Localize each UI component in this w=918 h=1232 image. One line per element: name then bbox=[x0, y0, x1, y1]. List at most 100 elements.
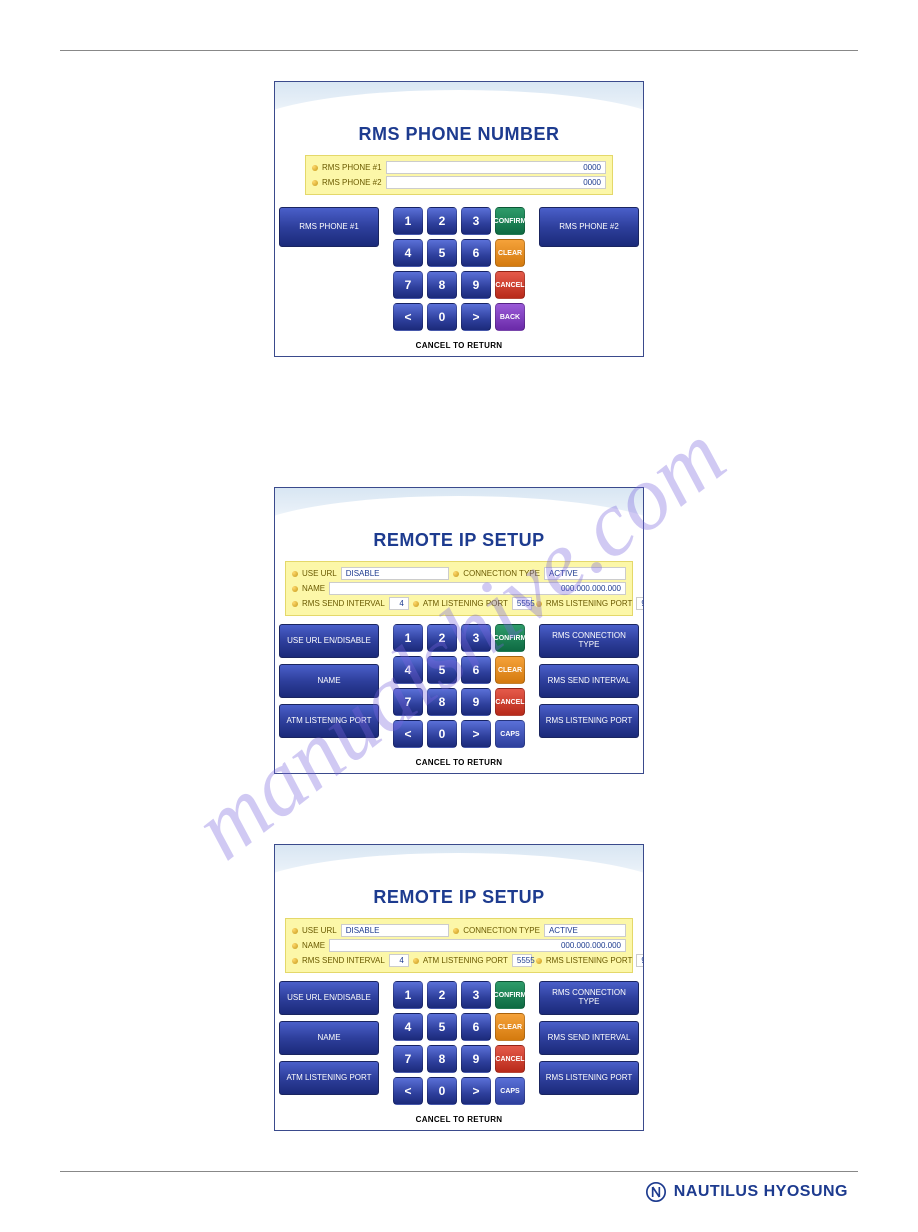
key-confirm[interactable]: CONFIRM bbox=[495, 624, 525, 652]
conn-type-value[interactable]: ACTIVE bbox=[544, 924, 626, 937]
key-6[interactable]: 6 bbox=[461, 656, 491, 684]
key-6[interactable]: 6 bbox=[461, 239, 491, 267]
spacer bbox=[60, 397, 858, 487]
cancel-to-return-text: CANCEL TO RETURN bbox=[275, 1111, 643, 1130]
phone2-value[interactable]: 0000 bbox=[386, 176, 606, 189]
rms-send-value[interactable]: 4 bbox=[389, 954, 409, 967]
brand-name: NAUTILUS HYOSUNG bbox=[674, 1183, 848, 1201]
key-4[interactable]: 4 bbox=[393, 1013, 423, 1041]
key-2[interactable]: 2 bbox=[427, 624, 457, 652]
rms-listening-port-button[interactable]: RMS LISTENING PORT bbox=[539, 704, 639, 738]
key-7[interactable]: 7 bbox=[393, 688, 423, 716]
key-1[interactable]: 1 bbox=[393, 207, 423, 235]
key-2[interactable]: 2 bbox=[427, 981, 457, 1009]
key-6[interactable]: 6 bbox=[461, 1013, 491, 1041]
key-lt[interactable]: < bbox=[393, 1077, 423, 1105]
key-caps[interactable]: CAPS bbox=[495, 720, 525, 748]
key-5[interactable]: 5 bbox=[427, 1013, 457, 1041]
name-value[interactable]: 000.000.000.000 bbox=[329, 582, 626, 595]
document-page: manualshive.com RMS PHONE NUMBER RMS PHO… bbox=[0, 0, 918, 1232]
use-url-value[interactable]: DISABLE bbox=[341, 567, 450, 580]
rms-send-interval-button[interactable]: RMS SEND INTERVAL bbox=[539, 664, 639, 698]
name-button[interactable]: NAME bbox=[279, 1021, 379, 1055]
key-1[interactable]: 1 bbox=[393, 981, 423, 1009]
rms-connection-type-button[interactable]: RMS CONNECTION TYPE bbox=[539, 624, 639, 658]
key-9[interactable]: 9 bbox=[461, 1045, 491, 1073]
use-url-toggle-button[interactable]: USE URL EN/DISABLE bbox=[279, 981, 379, 1015]
key-cancel[interactable]: CANCEL bbox=[495, 271, 525, 299]
rms-send-interval-button[interactable]: RMS SEND INTERVAL bbox=[539, 1021, 639, 1055]
key-4[interactable]: 4 bbox=[393, 239, 423, 267]
panel-header-swoosh bbox=[275, 82, 643, 120]
key-caps[interactable]: CAPS bbox=[495, 1077, 525, 1105]
key-7[interactable]: 7 bbox=[393, 1045, 423, 1073]
key-8[interactable]: 8 bbox=[427, 1045, 457, 1073]
key-3[interactable]: 3 bbox=[461, 207, 491, 235]
key-clear[interactable]: CLEAR bbox=[495, 656, 525, 684]
rms-port-value[interactable]: 9999 bbox=[636, 954, 644, 967]
phone-field-block: RMS PHONE #1 0000 RMS PHONE #2 0000 bbox=[305, 155, 613, 195]
atm-listening-port-button[interactable]: ATM LISTENING PORT bbox=[279, 1061, 379, 1095]
right-button-col: RMS CONNECTION TYPE RMS SEND INTERVAL RM… bbox=[539, 624, 639, 738]
key-back[interactable]: BACK bbox=[495, 303, 525, 331]
conn-type-value[interactable]: ACTIVE bbox=[544, 567, 626, 580]
rms-phone-panel: RMS PHONE NUMBER RMS PHONE #1 0000 RMS P… bbox=[274, 81, 644, 357]
key-0[interactable]: 0 bbox=[427, 720, 457, 748]
bullet-icon bbox=[292, 928, 298, 934]
rms-port-value[interactable]: 9999 bbox=[636, 597, 644, 610]
name-button[interactable]: NAME bbox=[279, 664, 379, 698]
key-gt[interactable]: > bbox=[461, 1077, 491, 1105]
key-clear[interactable]: CLEAR bbox=[495, 1013, 525, 1041]
key-lt[interactable]: < bbox=[393, 720, 423, 748]
atm-port-value[interactable]: 5555 bbox=[512, 954, 532, 967]
panel-header-swoosh bbox=[275, 488, 643, 526]
rms-connection-type-button[interactable]: RMS CONNECTION TYPE bbox=[539, 981, 639, 1015]
atm-port-value[interactable]: 5555 bbox=[512, 597, 532, 610]
key-gt[interactable]: > bbox=[461, 720, 491, 748]
ip-field-block: USE URL DISABLE CONNECTION TYPE ACTIVE N… bbox=[285, 561, 633, 616]
bullet-icon bbox=[536, 958, 542, 964]
atm-listening-port-button[interactable]: ATM LISTENING PORT bbox=[279, 704, 379, 738]
key-5[interactable]: 5 bbox=[427, 656, 457, 684]
phone2-label: RMS PHONE #2 bbox=[322, 178, 382, 187]
key-8[interactable]: 8 bbox=[427, 688, 457, 716]
atm-port-label: ATM LISTENING PORT bbox=[423, 956, 508, 965]
key-2[interactable]: 2 bbox=[427, 207, 457, 235]
bottom-rule bbox=[60, 1171, 858, 1172]
rms-phone2-button[interactable]: RMS PHONE #2 bbox=[539, 207, 639, 247]
bullet-icon bbox=[292, 571, 298, 577]
panel-title: RMS PHONE NUMBER bbox=[275, 124, 643, 145]
key-lt[interactable]: < bbox=[393, 303, 423, 331]
key-cancel[interactable]: CANCEL bbox=[495, 688, 525, 716]
key-1[interactable]: 1 bbox=[393, 624, 423, 652]
bullet-icon bbox=[413, 601, 419, 607]
rms-listening-port-button[interactable]: RMS LISTENING PORT bbox=[539, 1061, 639, 1095]
use-url-value[interactable]: DISABLE bbox=[341, 924, 450, 937]
key-confirm[interactable]: CONFIRM bbox=[495, 207, 525, 235]
key-0[interactable]: 0 bbox=[427, 1077, 457, 1105]
key-4[interactable]: 4 bbox=[393, 656, 423, 684]
key-3[interactable]: 3 bbox=[461, 981, 491, 1009]
field-row: USE URL DISABLE CONNECTION TYPE ACTIVE bbox=[292, 923, 626, 938]
remote-ip-panel-1: REMOTE IP SETUP USE URL DISABLE CONNECTI… bbox=[274, 487, 644, 774]
spacer bbox=[60, 814, 858, 844]
use-url-label: USE URL bbox=[302, 569, 337, 578]
key-5[interactable]: 5 bbox=[427, 239, 457, 267]
rms-phone1-button[interactable]: RMS PHONE #1 bbox=[279, 207, 379, 247]
rms-send-value[interactable]: 4 bbox=[389, 597, 409, 610]
use-url-toggle-button[interactable]: USE URL EN/DISABLE bbox=[279, 624, 379, 658]
key-9[interactable]: 9 bbox=[461, 688, 491, 716]
key-cancel[interactable]: CANCEL bbox=[495, 1045, 525, 1073]
key-confirm[interactable]: CONFIRM bbox=[495, 981, 525, 1009]
key-8[interactable]: 8 bbox=[427, 271, 457, 299]
key-0[interactable]: 0 bbox=[427, 303, 457, 331]
name-value[interactable]: 000.000.000.000 bbox=[329, 939, 626, 952]
right-button-col: RMS PHONE #2 bbox=[539, 207, 639, 247]
key-gt[interactable]: > bbox=[461, 303, 491, 331]
bullet-icon bbox=[312, 180, 318, 186]
key-9[interactable]: 9 bbox=[461, 271, 491, 299]
key-7[interactable]: 7 bbox=[393, 271, 423, 299]
key-clear[interactable]: CLEAR bbox=[495, 239, 525, 267]
key-3[interactable]: 3 bbox=[461, 624, 491, 652]
phone1-value[interactable]: 0000 bbox=[386, 161, 606, 174]
